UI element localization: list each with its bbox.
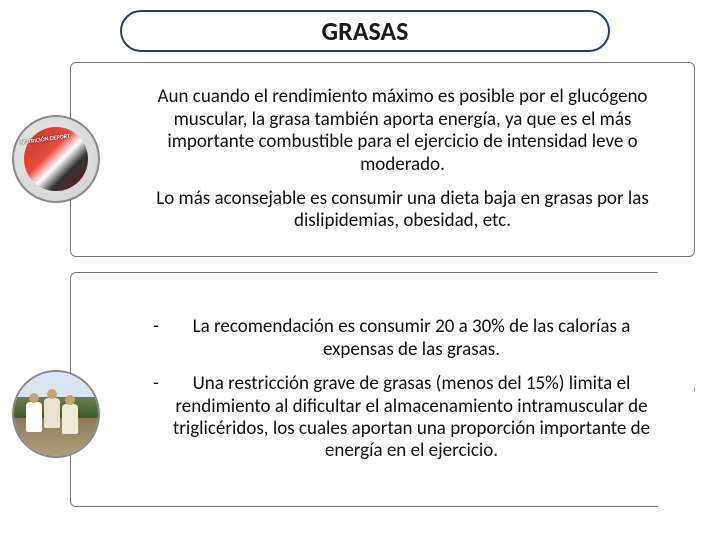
bullet-dash-icon: - <box>151 316 169 361</box>
content-block-2-inner: - La recomendación es consumir 20 a 30% … <box>71 273 694 506</box>
nutrition-sports-icon: NUTRICIÓN DEPORT <box>12 115 100 203</box>
person-figure-icon <box>44 398 60 428</box>
page-title: GRASAS <box>322 15 409 47</box>
people-group-icon <box>12 370 100 458</box>
block2-bullet-1: - La recomendación es consumir 20 a 30% … <box>151 316 654 361</box>
person-figure-icon <box>62 404 78 434</box>
block1-paragraph-1: Aun cuando el rendimiento máximo es posi… <box>151 86 654 176</box>
content-block-1-inner: Aun cuando el rendimiento máximo es posi… <box>71 63 694 256</box>
content-block-2: - La recomendación es consumir 20 a 30% … <box>70 272 695 507</box>
block2-bullet-2-text: Una restricción grave de grasas (menos d… <box>169 373 654 463</box>
title-box: GRASAS <box>120 10 610 52</box>
content-block-1: Aun cuando el rendimiento máximo es posi… <box>70 62 695 257</box>
block2-bullet-1-text: La recomendación es consumir 20 a 30% de… <box>169 316 654 361</box>
person-figure-icon <box>26 402 42 432</box>
bullet-dash-icon: - <box>151 373 169 463</box>
people-group-icon-figures <box>26 396 86 446</box>
block1-paragraph-2: Lo más aconsejable es consumir una dieta… <box>151 188 654 233</box>
block2-bullet-2: - Una restricción grave de grasas (menos… <box>151 373 654 463</box>
